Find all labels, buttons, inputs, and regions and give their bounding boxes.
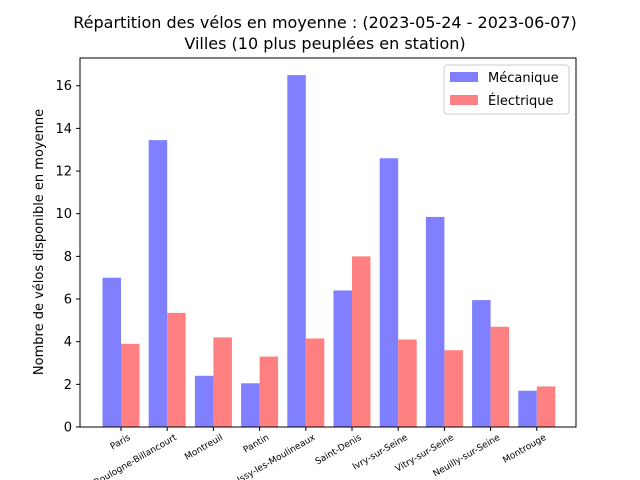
y-tick-label: 0 bbox=[64, 421, 72, 436]
bar-mecanique-2 bbox=[194, 375, 214, 427]
bar-mecanique-7 bbox=[425, 216, 445, 427]
y-tick-label: 10 bbox=[55, 207, 72, 222]
bar-electrique-4 bbox=[305, 338, 325, 427]
plot-frame bbox=[79, 57, 577, 428]
bar-electrique-9 bbox=[536, 386, 556, 427]
bar-electrique-6 bbox=[398, 339, 417, 427]
bar-mecanique-3 bbox=[241, 383, 260, 427]
y-axis-ticks: 0 2 4 6 8 10 12 14 16 bbox=[55, 79, 80, 436]
y-tick-label: 14 bbox=[55, 122, 72, 137]
bars bbox=[102, 75, 556, 428]
bar-electrique-0 bbox=[121, 343, 140, 427]
bar-mecanique-4 bbox=[287, 75, 306, 427]
bar-mecanique-1 bbox=[148, 140, 168, 427]
bar-electrique-8 bbox=[490, 326, 510, 427]
chart-subtitle: Villes (10 plus peuplées en station) bbox=[184, 34, 465, 53]
legend-label-1: Électrique bbox=[488, 93, 554, 109]
x-tick-label: Montrouge bbox=[501, 433, 548, 466]
legend-swatch-0 bbox=[450, 72, 478, 82]
bar-electrique-5 bbox=[352, 256, 371, 427]
bar-electrique-2 bbox=[213, 337, 232, 427]
bar-mecanique-0 bbox=[102, 277, 121, 427]
x-tick-label: Montreuil bbox=[183, 433, 225, 463]
x-tick-label: Boulogne-Billancourt bbox=[93, 433, 179, 480]
legend-swatch-1 bbox=[450, 95, 478, 105]
legend-label-0: Mécanique bbox=[488, 71, 559, 86]
bar-mecanique-5 bbox=[333, 290, 352, 427]
y-axis-label: Nombre de vélos disponible en moyenne bbox=[32, 109, 47, 375]
bar-electrique-3 bbox=[259, 356, 279, 427]
y-tick-label: 16 bbox=[55, 79, 72, 94]
bar-mecanique-8 bbox=[472, 300, 491, 427]
chart-title: Répartition des vélos en moyenne : (2023… bbox=[73, 13, 576, 32]
bar-mecanique-6 bbox=[379, 158, 399, 428]
bar-mecanique-9 bbox=[518, 390, 537, 427]
bar-electrique-7 bbox=[444, 350, 463, 427]
x-tick-label: Paris bbox=[109, 433, 133, 453]
x-tick-label: Issy-les-Moulineaux bbox=[236, 433, 318, 480]
y-tick-label: 6 bbox=[64, 293, 72, 308]
bar-electrique-1 bbox=[167, 312, 186, 427]
y-tick-label: 8 bbox=[64, 250, 72, 265]
y-tick-label: 4 bbox=[64, 335, 72, 350]
y-tick-label: 12 bbox=[55, 165, 72, 180]
y-tick-label: 2 bbox=[64, 378, 72, 393]
legend: Mécanique Électrique bbox=[443, 64, 570, 115]
x-tick-label: Pantin bbox=[242, 433, 271, 456]
